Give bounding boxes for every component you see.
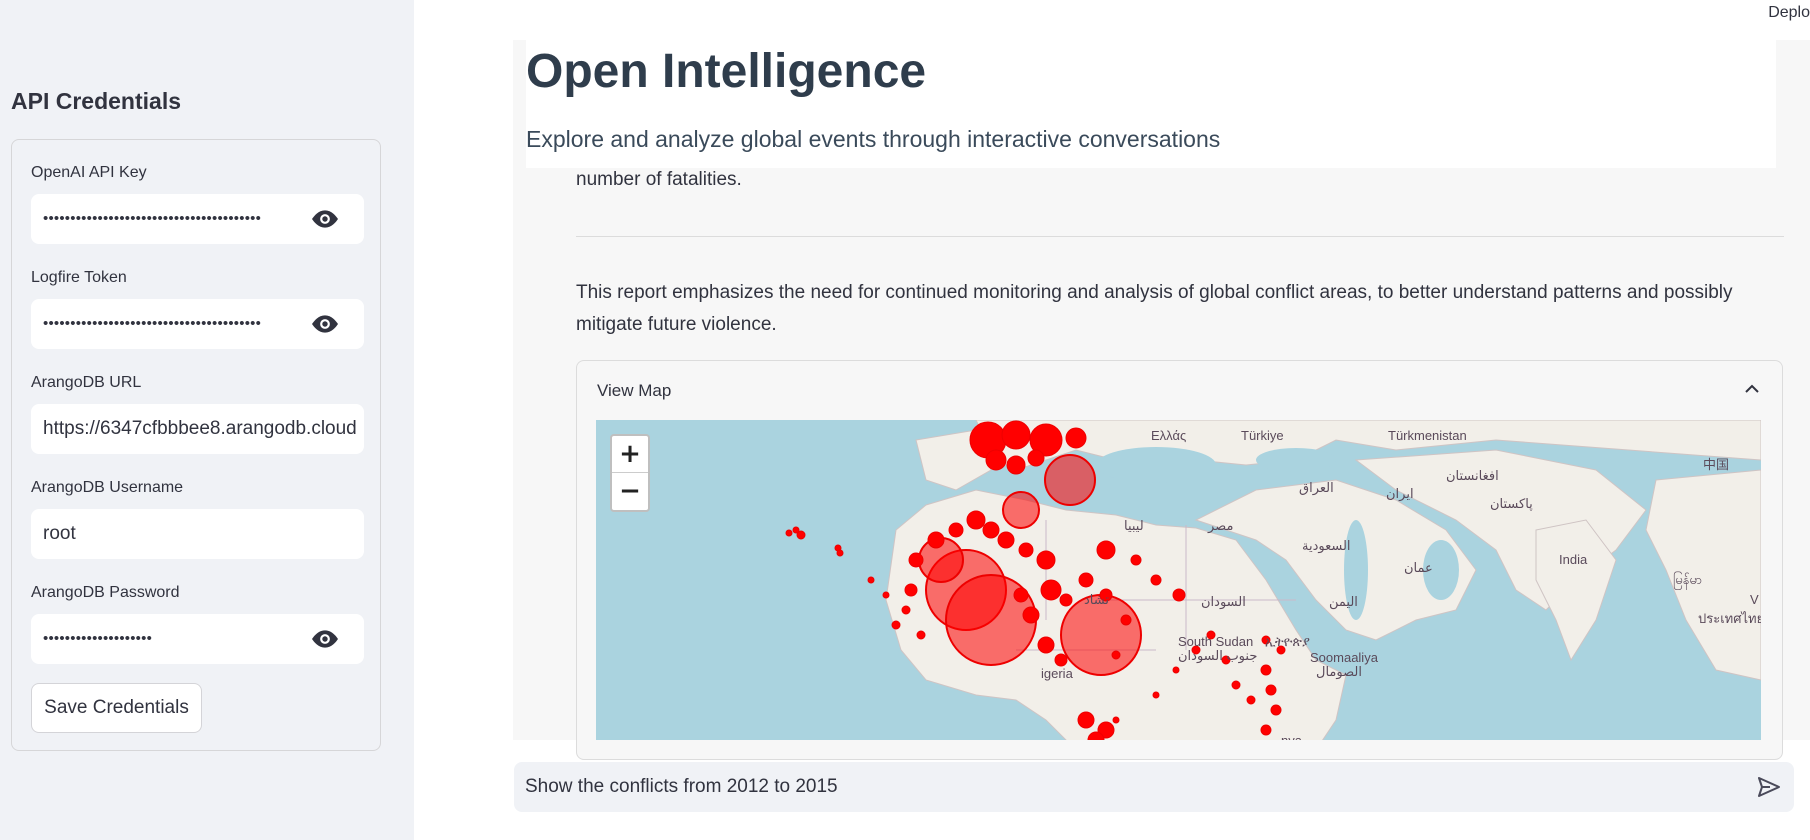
map-base-layer bbox=[785, 420, 1761, 740]
report-text-fatalities: number of fatalities. bbox=[576, 169, 742, 190]
show-password-icon[interactable] bbox=[312, 314, 338, 334]
sidebar: API Credentials OpenAI API Key •••••••••… bbox=[0, 0, 414, 840]
map-label-turkey: Türkiye bbox=[1241, 428, 1284, 443]
arangodb-url-input[interactable]: https://6347cfbbbee8.arangodb.cloud bbox=[31, 404, 364, 454]
deploy-button[interactable]: Deplo bbox=[1768, 4, 1810, 21]
map-label-china: 中国 bbox=[1703, 457, 1730, 472]
divider bbox=[576, 236, 1784, 237]
arangodb-url-label: ArangoDB URL bbox=[31, 374, 142, 391]
zoom-in-button[interactable]: + bbox=[612, 436, 648, 473]
arangodb-username-input[interactable]: root bbox=[31, 509, 364, 559]
page-title: Open Intelligence bbox=[526, 45, 927, 98]
map-label-viet: V bbox=[1750, 592, 1759, 607]
map-label-south-sudan: South Sudan bbox=[1178, 634, 1254, 649]
map-label-south-sudan-ar: جنوب السودان bbox=[1178, 648, 1258, 663]
map-label-greece: Ελλάς bbox=[1151, 428, 1187, 443]
chevron-up-icon[interactable] bbox=[1744, 383, 1760, 395]
map-label-ethiopia: ኢትዮጵያ bbox=[1265, 634, 1310, 649]
show-password-icon[interactable] bbox=[312, 629, 338, 649]
logfire-token-input[interactable]: •••••••••••••••••••••••••••••••••••••••• bbox=[31, 299, 364, 349]
conflict-map[interactable]: Ελλάς Türkiye Türkmenistan 中国 افغانستان … bbox=[596, 420, 1761, 740]
map-label-sudan: السودان bbox=[1201, 594, 1246, 609]
map-label-india: India bbox=[1559, 552, 1588, 567]
arangodb-password-input[interactable]: •••••••••••••••••••• bbox=[31, 614, 364, 664]
logfire-token-label: Logfire Token bbox=[31, 269, 127, 286]
zoom-out-button[interactable]: − bbox=[619, 476, 641, 506]
page-subtitle: Explore and analyze global events throug… bbox=[526, 126, 1221, 152]
show-password-icon[interactable] bbox=[312, 209, 338, 229]
map-label-kenya: nya bbox=[1281, 733, 1302, 740]
zoom-control: + − bbox=[610, 434, 650, 512]
save-credentials-button[interactable]: Save Credentials bbox=[31, 683, 202, 733]
credentials-form: OpenAI API Key •••••••••••••••••••••••••… bbox=[11, 139, 381, 751]
map-label-chad: تشاد bbox=[1084, 592, 1109, 607]
map-label-oman: عمان bbox=[1404, 560, 1433, 575]
map-label-pakistan: پاکستان bbox=[1490, 496, 1533, 511]
map-label-thailand: ประเทศไทย bbox=[1698, 611, 1761, 626]
arangodb-username-label: ArangoDB Username bbox=[31, 479, 184, 496]
map-label-libya: ليبيا bbox=[1124, 518, 1144, 533]
arangodb-url-value: https://6347cfbbbee8.arangodb.cloud bbox=[43, 418, 357, 439]
map-label-somalia-ar: الصومال bbox=[1316, 664, 1362, 679]
logfire-token-value: •••••••••••••••••••••••••••••••••••••••• bbox=[43, 315, 262, 332]
chat-input[interactable]: Show the conflicts from 2012 to 2015 bbox=[514, 762, 1794, 812]
report-text-line2: mitigate future violence. bbox=[576, 314, 777, 335]
map-label-yemen: اليمن bbox=[1329, 594, 1358, 609]
map-label-nigeria: igeria bbox=[1041, 666, 1073, 681]
chat-input-value: Show the conflicts from 2012 to 2015 bbox=[525, 776, 838, 797]
expander-label: View Map bbox=[597, 381, 672, 400]
openai-key-input[interactable]: •••••••••••••••••••••••••••••••••••••••• bbox=[31, 194, 364, 244]
arangodb-password-label: ArangoDB Password bbox=[31, 584, 180, 601]
map-label-egypt: مصر bbox=[1208, 518, 1234, 533]
openai-key-value: •••••••••••••••••••••••••••••••••••••••• bbox=[43, 210, 262, 227]
map-label-iran: ایران bbox=[1386, 486, 1414, 501]
page-header: Open Intelligence Explore and analyze gl… bbox=[526, 40, 1776, 168]
arangodb-password-value: •••••••••••••••••••• bbox=[43, 630, 153, 647]
sidebar-title: API Credentials bbox=[11, 88, 181, 114]
map-label-saudi: السعودية bbox=[1302, 538, 1351, 553]
map-label-iraq: العراق bbox=[1299, 480, 1334, 495]
report-text-line1: This report emphasizes the need for cont… bbox=[576, 282, 1733, 303]
openai-key-label: OpenAI API Key bbox=[31, 164, 147, 181]
arangodb-username-value: root bbox=[43, 523, 76, 544]
map-label-turkmenistan: Türkmenistan bbox=[1388, 428, 1467, 443]
send-icon[interactable] bbox=[1756, 775, 1782, 799]
map-label-somalia: Soomaaliya bbox=[1310, 650, 1378, 665]
map-label-myanmar: မြန်မာ bbox=[1673, 572, 1703, 587]
map-label-afghanistan: افغانستان bbox=[1446, 468, 1499, 483]
